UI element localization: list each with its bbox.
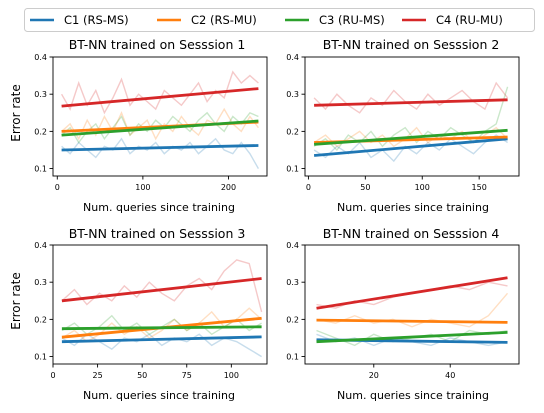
y-tick-label: 0.1: [286, 353, 299, 362]
x-tick-label: 50: [360, 183, 370, 192]
y-tick-label: 0.2: [286, 315, 299, 324]
axes-frame: [52, 56, 268, 177]
y-tick-label: 0.1: [34, 165, 47, 174]
x-tick-label: 200: [221, 183, 236, 192]
y-tick-label: 0.2: [286, 127, 299, 136]
x-tick-label: 100: [415, 183, 430, 192]
y-tick-label: 0.4: [34, 53, 47, 62]
axes-frame: [304, 244, 520, 365]
legend: C1 (RS-MS) C2 (RS-MU) C3 (RU-MS) C4 (RU-…: [24, 8, 535, 32]
raw-line-c3: [61, 314, 262, 336]
panel-session-3: BT-NN trained on Sesssion 3 Error rate N…: [9, 226, 268, 402]
x-tick-label: 100: [224, 371, 239, 380]
x-tick-label: 0: [55, 183, 60, 192]
panel-session-2: BT-NN trained on Sesssion 2 Num. queries…: [286, 37, 520, 214]
y-tick-label: 0.2: [34, 127, 47, 136]
trend-line-c3: [61, 325, 262, 331]
trend-line-c2: [316, 318, 508, 324]
x-tick-label: 40: [445, 371, 455, 380]
raw-line-c4: [313, 81, 509, 114]
trend-line-c4: [61, 87, 259, 108]
x-axis-label: Num. queries since training: [337, 389, 489, 402]
y-tick-label: 0.3: [286, 278, 299, 287]
raw-line-c4: [61, 259, 263, 313]
x-axis-label: Num. queries since training: [83, 201, 235, 214]
trend-line-c1: [313, 137, 508, 157]
x-tick-label: 150: [472, 183, 487, 192]
panel-title: BT-NN trained on Sesssion 3: [69, 226, 246, 241]
panel-title: BT-NN trained on Sesssion 1: [69, 37, 246, 52]
y-tick-label: 0.4: [286, 53, 299, 62]
y-tick-label: 0.3: [286, 90, 299, 99]
trend-line-c4: [316, 276, 508, 310]
trend-line-c1: [61, 144, 259, 152]
panel-session-1: BT-NN trained on Sesssion 1 Error rate N…: [9, 37, 268, 214]
plot-area: [316, 276, 509, 347]
legend-entry-c1: C1 (RS-MS): [30, 13, 129, 27]
x-tick-label: 50: [137, 371, 147, 380]
trend-line-c3: [313, 128, 508, 146]
trend-line-c3: [316, 331, 508, 344]
legend-label-c3: C3 (RU-MS): [319, 13, 385, 27]
legend-entry-c2: C2 (RS-MU): [157, 13, 257, 27]
plot-area: [61, 259, 263, 358]
axes-frame: [52, 244, 268, 365]
y-tick-label: 0.1: [286, 165, 299, 174]
x-tick-label: 0: [50, 371, 55, 380]
raw-line-c4: [60, 70, 259, 115]
plot-area: [313, 81, 509, 163]
x-tick-label: 75: [182, 371, 192, 380]
x-axis-label: Num. queries since training: [337, 201, 489, 214]
y-axis-label: Error rate: [9, 272, 23, 329]
y-tick-label: 0.1: [34, 353, 47, 362]
x-tick-label: 25: [92, 371, 102, 380]
y-tick-label: 0.4: [286, 241, 299, 250]
y-tick-label: 0.4: [34, 241, 47, 250]
legend-label-c4: C4 (RU-MU): [436, 13, 503, 27]
raw-line-c1: [61, 333, 262, 358]
raw-line-c3: [61, 111, 259, 144]
legend-label-c1: C1 (RS-MS): [64, 13, 129, 27]
legend-label-c2: C2 (RS-MU): [191, 13, 257, 27]
y-tick-label: 0.2: [34, 315, 47, 324]
axes-frame: [304, 56, 520, 177]
y-tick-label: 0.3: [34, 278, 47, 287]
x-tick-label: 0: [306, 183, 311, 192]
x-axis-label: Num. queries since training: [83, 389, 235, 402]
x-tick-label: 20: [369, 371, 379, 380]
raw-line-c2: [61, 307, 263, 343]
panel-session-4: BT-NN trained on Sesssion 4 Num. queries…: [286, 226, 520, 402]
trend-line-c4: [314, 98, 508, 107]
trend-line-c4: [61, 277, 262, 303]
x-tick-label: 100: [135, 183, 150, 192]
legend-frame: [24, 8, 535, 32]
trend-line-c1: [61, 335, 262, 344]
panel-title: BT-NN trained on Sesssion 2: [323, 37, 500, 52]
legend-entry-c4: C4 (RU-MU): [402, 13, 503, 27]
raw-line-c1: [61, 137, 260, 169]
plot-area: [60, 70, 260, 169]
y-tick-label: 0.3: [34, 90, 47, 99]
legend-entry-c3: C3 (RU-MS): [285, 13, 385, 27]
panel-title: BT-NN trained on Sesssion 4: [323, 226, 500, 241]
trend-line-c3: [61, 119, 259, 137]
y-axis-label: Error rate: [9, 84, 23, 141]
